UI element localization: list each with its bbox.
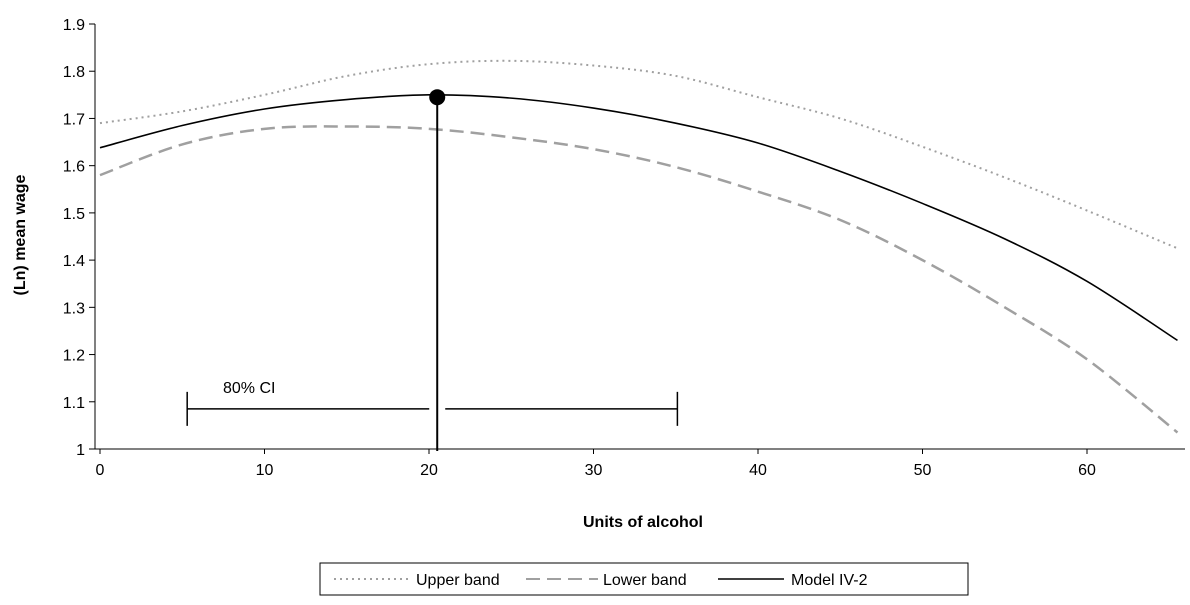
ci-label: 80% CI bbox=[223, 380, 275, 397]
legend-label-upper: Upper band bbox=[416, 572, 500, 589]
y-tick-label: 1.1 bbox=[63, 395, 85, 412]
legend-box bbox=[319, 562, 969, 596]
x-tick-label: 50 bbox=[914, 462, 932, 479]
legend: Upper band Lower band Model IV-2 bbox=[319, 562, 969, 596]
y-tick-label: 1.4 bbox=[63, 253, 85, 270]
peak-marker bbox=[429, 89, 446, 106]
series-upper-band bbox=[99, 59, 1178, 250]
x-ticks: 0 10 20 30 40 50 60 bbox=[96, 449, 1096, 479]
annotations: 80% CI bbox=[186, 89, 679, 451]
y-tick-label: 1.6 bbox=[63, 159, 85, 176]
x-axis-title: Units of alcohol bbox=[583, 514, 703, 531]
x-tick-label: 30 bbox=[585, 462, 603, 479]
y-tick-label: 1 bbox=[76, 442, 85, 459]
x-tick-label: 0 bbox=[96, 462, 105, 479]
series-model-iv-2 bbox=[99, 94, 1178, 342]
y-tick-label: 1.7 bbox=[63, 111, 85, 128]
x-tick-label: 10 bbox=[256, 462, 274, 479]
y-tick-label: 1.2 bbox=[63, 348, 85, 365]
y-axis-title: (Ln) mean wage bbox=[12, 174, 29, 295]
y-tick-label: 1.9 bbox=[63, 17, 85, 34]
x-tick-label: 20 bbox=[420, 462, 438, 479]
y-tick-label: 1.5 bbox=[63, 206, 85, 223]
y-tick-label: 1.3 bbox=[63, 300, 85, 317]
x-tick-label: 40 bbox=[749, 462, 767, 479]
x-tick-label: 60 bbox=[1078, 462, 1096, 479]
legend-label-lower: Lower band bbox=[603, 572, 687, 589]
y-tick-label: 1.8 bbox=[63, 64, 85, 81]
legend-label-model: Model IV-2 bbox=[791, 572, 868, 589]
axes bbox=[94, 24, 1185, 450]
y-ticks: 1 1.1 1.2 1.3 1.4 1.5 1.6 1.7 1.8 1.9 bbox=[63, 17, 95, 459]
series-lines bbox=[99, 59, 1179, 434]
series-lower-band bbox=[99, 125, 1179, 434]
